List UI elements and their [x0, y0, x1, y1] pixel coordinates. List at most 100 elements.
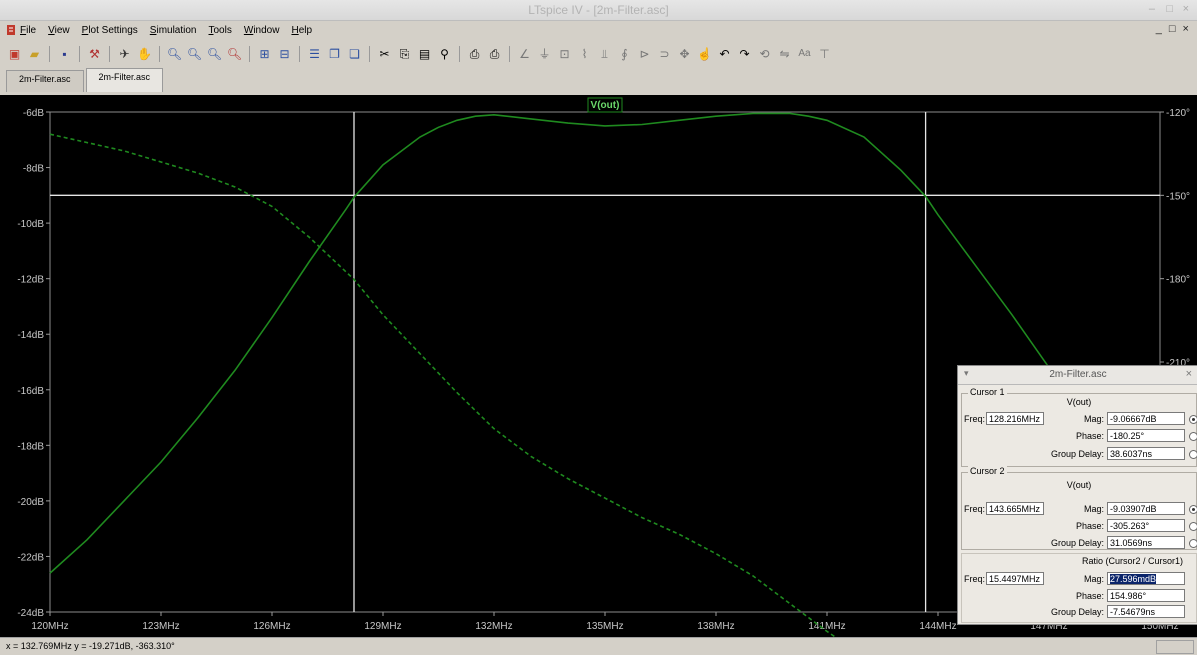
ratio-mag-field[interactable]: 27.596mdB	[1107, 572, 1185, 585]
y-left-tick-label: -22dB	[17, 552, 44, 563]
run-icon[interactable]: ✈	[116, 46, 133, 63]
tile-horizontal-icon[interactable]: ☰	[306, 46, 323, 63]
close-icon[interactable]: ❏	[346, 46, 363, 63]
cursor1-gd-radio[interactable]	[1189, 450, 1197, 459]
cursor1-label: Cursor 1	[968, 387, 1007, 397]
redo-icon[interactable]: ↷	[736, 46, 753, 63]
y-right-tick-label: -120°	[1166, 108, 1190, 119]
zoom-in-icon[interactable]: 🔍︎	[166, 46, 183, 63]
maximize-button[interactable]: □	[1166, 3, 1173, 15]
cursor2-phase-field[interactable]: -305.263°	[1107, 519, 1185, 532]
cursor2-mag-radio[interactable]	[1189, 505, 1197, 514]
tab-schematic[interactable]: 2m-Filter.asc	[6, 70, 84, 92]
x-tick-label: 126MHz	[253, 621, 290, 632]
new-schematic-icon[interactable]: ▣	[6, 46, 23, 63]
menu-tools[interactable]: Tools	[209, 25, 232, 36]
cursor-window-title: 2m-Filter.asc	[958, 369, 1197, 380]
magnitude-trace[interactable]	[50, 113, 1049, 573]
print-icon[interactable]: ⎙	[486, 46, 503, 63]
spice-directive-icon[interactable]: ⊤	[816, 46, 833, 63]
cursor2-freq-label: Freq:	[964, 504, 985, 514]
zoom-fit-icon[interactable]: 🔍︎	[206, 46, 223, 63]
mirror-icon[interactable]: ⇋	[776, 46, 793, 63]
phase-trace[interactable]	[50, 134, 926, 637]
diode-icon[interactable]: ⊳	[636, 46, 653, 63]
zoom-cancel-icon[interactable]: 🔍︎	[226, 46, 243, 63]
ratio-freq-label: Freq:	[964, 574, 985, 584]
cursor1-freq-label: Freq:	[964, 414, 985, 424]
mdi-controls[interactable]: _ □ ×	[1156, 23, 1191, 35]
cursor1-phase-radio[interactable]	[1189, 432, 1197, 441]
ratio-mag-value: 27.596mdB	[1110, 574, 1156, 584]
cursor-window-titlebar[interactable]: ▾ 2m-Filter.asc ×	[958, 366, 1197, 385]
text-icon[interactable]: Aa	[796, 46, 813, 63]
tile-vertical-icon[interactable]: ❐	[326, 46, 343, 63]
menu-file[interactable]: File	[20, 25, 36, 36]
close-window-button[interactable]: ×	[1183, 3, 1189, 15]
cursor2-mag-field[interactable]: -9.03907dB	[1107, 502, 1185, 515]
status-grip	[1156, 640, 1194, 654]
rotate-icon[interactable]: ⟲	[756, 46, 773, 63]
halt-icon[interactable]: ✋	[136, 46, 153, 63]
drag-icon[interactable]: ☝	[696, 46, 713, 63]
undo-icon[interactable]: ↶	[716, 46, 733, 63]
copy-icon[interactable]: ⎘	[396, 46, 413, 63]
y-left-tick-label: -6dB	[23, 108, 44, 119]
ratio-group-delay-field[interactable]: -7.54679ns	[1107, 605, 1185, 618]
cursor1-group-delay-field[interactable]: 38.6037ns	[1107, 447, 1185, 460]
paste-icon[interactable]: ▤	[416, 46, 433, 63]
x-tick-label: 123MHz	[142, 621, 179, 632]
cursor1-trace: V(out)	[962, 397, 1196, 407]
ratio-freq-field[interactable]: 15.4497MHz	[986, 572, 1044, 585]
window-title: LTspice IV - [2m-Filter.asc]	[0, 3, 1197, 17]
cursor1-freq-field[interactable]: 128.216MHz	[986, 412, 1044, 425]
y-left-tick-label: -8dB	[23, 164, 44, 175]
mark-unconnected-icon[interactable]: ⊟	[276, 46, 293, 63]
cursor2-trace: V(out)	[962, 480, 1196, 490]
menu-window[interactable]: Window	[244, 25, 280, 36]
cursor2-group: Cursor 2 V(out) Freq: 143.665MHz Mag: -9…	[961, 472, 1197, 550]
wire-icon[interactable]: ∠	[516, 46, 533, 63]
save-icon[interactable]: ▪	[56, 46, 73, 63]
menu-bar: File View Plot Settings Simulation Tools…	[0, 21, 1197, 41]
x-tick-label: 144MHz	[919, 621, 956, 632]
cursor1-phase-field[interactable]: -180.25°	[1107, 429, 1185, 442]
close-icon[interactable]: ×	[1186, 368, 1192, 380]
cursor1-mag-radio[interactable]	[1189, 415, 1197, 424]
x-tick-label: 129MHz	[364, 621, 401, 632]
cursor2-gd-radio[interactable]	[1189, 539, 1197, 548]
cursor-window[interactable]: ▾ 2m-Filter.asc × Cursor 1 V(out) Freq: …	[957, 365, 1197, 625]
component-icon[interactable]: ⊃	[656, 46, 673, 63]
cursor2-phase-label: Phase:	[1022, 521, 1104, 531]
menu-simulation[interactable]: Simulation	[150, 25, 197, 36]
tab-waveform[interactable]: 2m-Filter.asc	[86, 68, 164, 92]
ground-icon[interactable]: ⏚	[536, 46, 553, 63]
cursor2-group-delay-field[interactable]: 31.0569ns	[1107, 536, 1185, 549]
minimize-button[interactable]: ‒	[1149, 3, 1155, 15]
status-bar: x = 132.769MHz y = -19.271dB, -363.310°	[0, 637, 1197, 655]
menu-plot-settings[interactable]: Plot Settings	[82, 25, 138, 36]
label-icon[interactable]: ⊡	[556, 46, 573, 63]
trace-label[interactable]: V(out)	[591, 100, 620, 111]
cursor2-freq-field[interactable]: 143.665MHz	[986, 502, 1044, 515]
cursor1-gd-label: Group Delay:	[1022, 449, 1104, 459]
ratio-label: Ratio (Cursor2 / Cursor1)	[1082, 556, 1183, 566]
move-icon[interactable]: ✥	[676, 46, 693, 63]
find-icon[interactable]: ⚲	[436, 46, 453, 63]
open-icon[interactable]: ▰	[26, 46, 43, 63]
menu-view[interactable]: View	[48, 25, 70, 36]
autorange-icon[interactable]: ⊞	[256, 46, 273, 63]
cursor1-mag-field[interactable]: -9.06667dB	[1107, 412, 1185, 425]
resistor-icon[interactable]: ⌇	[576, 46, 593, 63]
cut-icon[interactable]: ✂	[376, 46, 393, 63]
print-setup-icon[interactable]: ⎙	[466, 46, 483, 63]
menu-help[interactable]: Help	[291, 25, 312, 36]
cursor2-mag-label: Mag:	[1082, 504, 1104, 514]
zoom-out-icon[interactable]: 🔍︎	[186, 46, 203, 63]
control-panel-icon[interactable]: ⚒	[86, 46, 103, 63]
inductor-icon[interactable]: ∮	[616, 46, 633, 63]
capacitor-icon[interactable]: ⫫	[596, 46, 613, 63]
ratio-phase-field[interactable]: 154.986°	[1107, 589, 1185, 602]
cursor2-phase-radio[interactable]	[1189, 522, 1197, 531]
y-left-tick-label: -20dB	[17, 497, 44, 508]
